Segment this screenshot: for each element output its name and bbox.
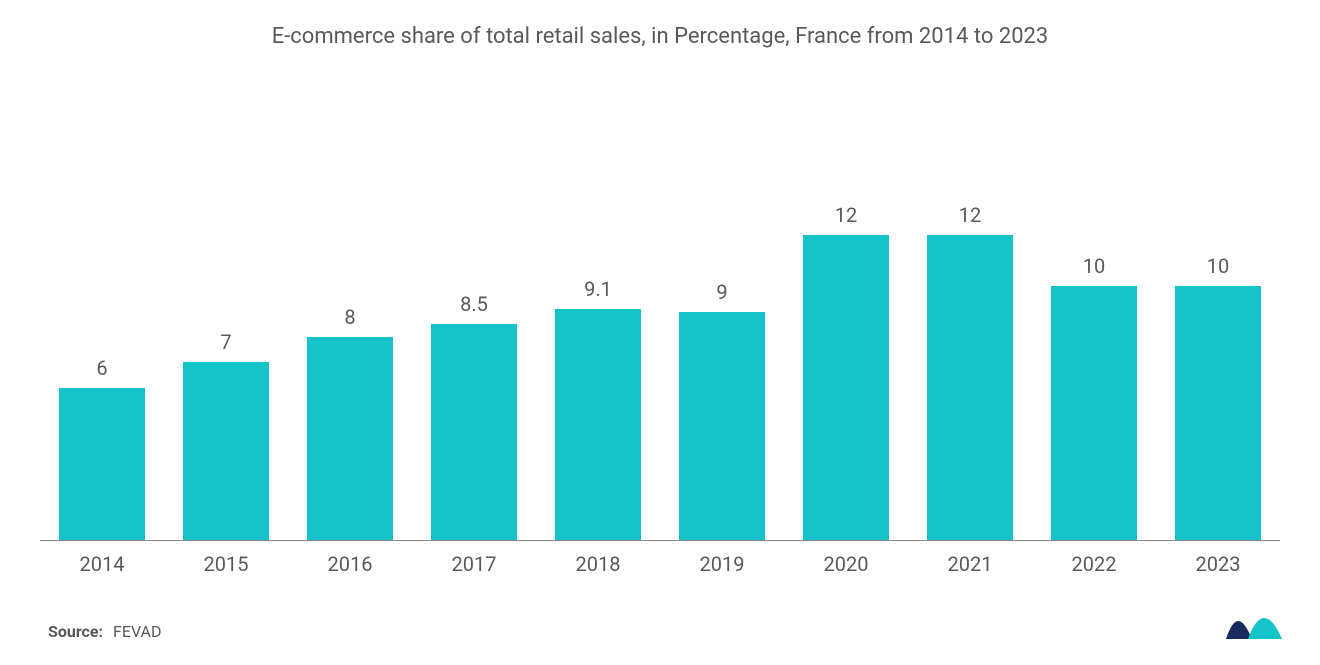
x-axis-labels: 2014201520162017201820192020202120222023 bbox=[40, 552, 1280, 576]
bar-value-label: 8 bbox=[344, 305, 355, 329]
bar bbox=[927, 235, 1014, 540]
x-axis-label: 2023 bbox=[1156, 552, 1280, 576]
brand-logo-icon bbox=[1224, 609, 1284, 645]
x-axis-label: 2019 bbox=[660, 552, 784, 576]
chart-title: E-commerce share of total retail sales, … bbox=[0, 0, 1320, 49]
bar-group: 9 bbox=[660, 120, 784, 540]
bar bbox=[183, 362, 270, 540]
bar-value-label: 12 bbox=[959, 203, 981, 227]
source-footer: Source: FEVAD bbox=[48, 622, 162, 641]
bar-value-label: 10 bbox=[1207, 254, 1229, 278]
bar bbox=[803, 235, 890, 540]
bar-value-label: 7 bbox=[220, 330, 231, 354]
bar-group: 9.1 bbox=[536, 120, 660, 540]
x-axis-label: 2014 bbox=[40, 552, 164, 576]
bar bbox=[1051, 286, 1138, 540]
logo-left-wave bbox=[1226, 621, 1252, 639]
bar-value-label: 9.1 bbox=[584, 277, 612, 301]
logo-right-wave bbox=[1248, 618, 1282, 639]
bar bbox=[679, 312, 766, 540]
bar-group: 8 bbox=[288, 120, 412, 540]
x-axis-label: 2018 bbox=[536, 552, 660, 576]
x-axis-label: 2020 bbox=[784, 552, 908, 576]
bar bbox=[307, 337, 394, 540]
source-label: Source: bbox=[48, 622, 103, 641]
bar-value-label: 12 bbox=[835, 203, 857, 227]
x-axis-label: 2016 bbox=[288, 552, 412, 576]
bar-group: 12 bbox=[784, 120, 908, 540]
bar-group: 7 bbox=[164, 120, 288, 540]
bar-value-label: 9 bbox=[716, 280, 727, 304]
bar-value-label: 8.5 bbox=[460, 292, 488, 316]
bar-value-label: 10 bbox=[1083, 254, 1105, 278]
bar-group: 10 bbox=[1032, 120, 1156, 540]
source-value: FEVAD bbox=[113, 622, 161, 641]
bar-group: 12 bbox=[908, 120, 1032, 540]
x-axis-label: 2015 bbox=[164, 552, 288, 576]
bar-group: 10 bbox=[1156, 120, 1280, 540]
bar bbox=[431, 324, 518, 540]
bar bbox=[59, 388, 146, 540]
x-axis-label: 2022 bbox=[1032, 552, 1156, 576]
x-axis-label: 2021 bbox=[908, 552, 1032, 576]
bar bbox=[555, 309, 642, 540]
bar-group: 8.5 bbox=[412, 120, 536, 540]
bar bbox=[1175, 286, 1262, 540]
bar-value-label: 6 bbox=[96, 356, 107, 380]
bar-group: 6 bbox=[40, 120, 164, 540]
x-axis-label: 2017 bbox=[412, 552, 536, 576]
x-axis-baseline bbox=[40, 540, 1280, 541]
chart-plot-area: 6 7 8 8.5 9.1 9 12 12 10 10 bbox=[40, 120, 1280, 540]
